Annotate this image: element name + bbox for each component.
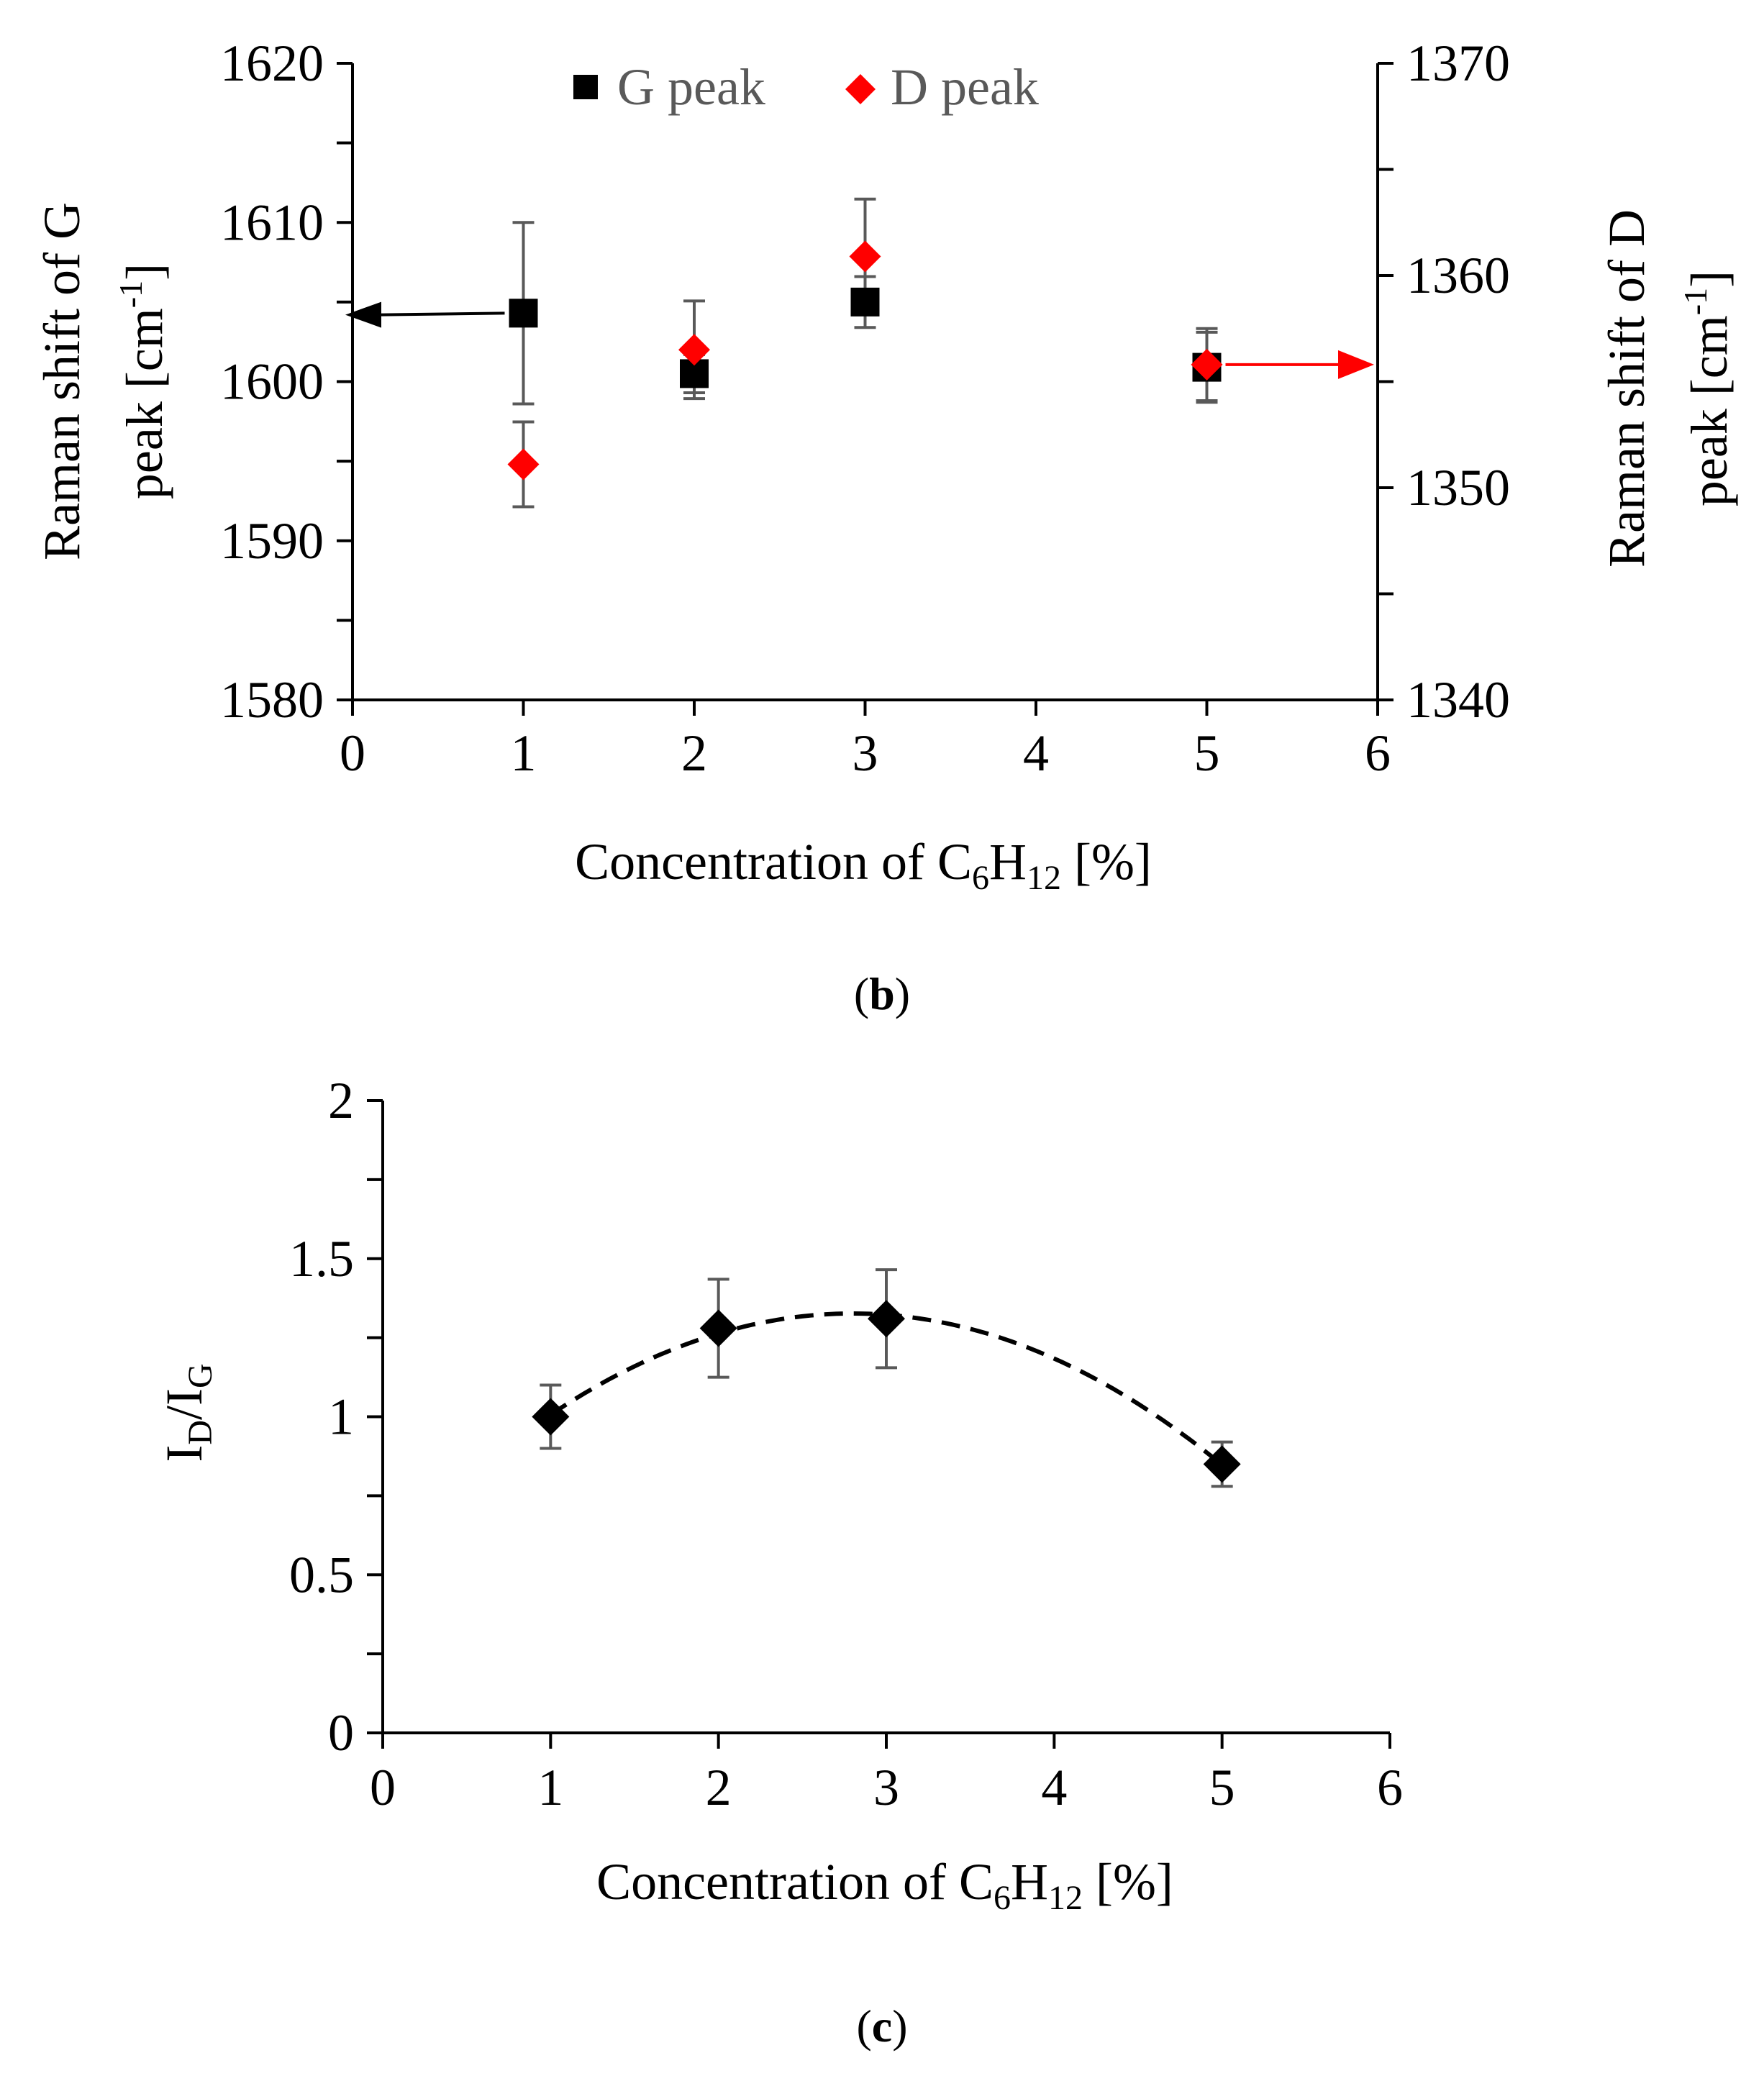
y-tick-label: 1 — [328, 1388, 354, 1446]
legend-d-peak-label: D peak — [891, 58, 1039, 116]
x-tick-label: 5 — [1194, 724, 1220, 782]
chart-b-tick-labels: 1580 1590 1600 1610 1620 1340 1350 1360 1370 0 1 2 3… — [220, 35, 1510, 782]
chart-c-x-axis-label: Concentration of C6H12 [%] — [596, 1853, 1173, 1917]
id-ig-point — [868, 1300, 905, 1338]
g-peak-point — [850, 287, 880, 317]
d-peak-point — [849, 240, 881, 273]
chart-b-caption: (b) — [853, 968, 911, 1019]
x-tick-label: 6 — [1377, 1759, 1403, 1816]
chart-c-caption-letter: c — [871, 2000, 893, 2052]
id-ig-point — [1203, 1445, 1241, 1483]
x-tick-label: 4 — [1041, 1759, 1067, 1816]
chart-b: 1580 1590 1600 1610 1620 1340 1350 1360 1370 0 1 2 3… — [33, 35, 1738, 897]
x-tick-label: 2 — [706, 1759, 732, 1816]
left-y-tick-label: 1610 — [220, 194, 324, 251]
right-y-label-line2: peak [cm-1] — [1677, 270, 1738, 506]
right-y-tick-label: 1370 — [1406, 35, 1510, 92]
chart-b-caption-letter: b — [869, 968, 895, 1019]
left-y-label-line1: Raman shift of G — [33, 202, 91, 560]
legend-g-peak-marker — [573, 75, 598, 99]
chart-b-right-y-axis-label: Raman shift of D peak [cm-1] — [1598, 209, 1738, 568]
legend-g-peak-label: G peak — [617, 58, 765, 116]
chart-c-caption: (c) — [856, 2000, 908, 2052]
chart-b-x-axis-label: Concentration of C6H12 [%] — [575, 833, 1152, 897]
d-peak-point — [507, 448, 540, 481]
right-y-tick-label: 1350 — [1406, 459, 1510, 516]
id-ig-point — [699, 1309, 737, 1347]
chart-b-axes — [337, 62, 1394, 716]
chart-c-axes — [367, 1099, 1391, 1749]
g-peak-point — [509, 299, 538, 328]
chart-c-tick-labels: 0 0.5 1 1.5 2 0 1 2 3 4 5 6 — [289, 1072, 1403, 1816]
d-peak-point — [678, 334, 710, 366]
x-tick-label: 2 — [681, 724, 707, 782]
y-tick-label: 1.5 — [289, 1230, 354, 1288]
right-y-tick-label: 1340 — [1406, 671, 1510, 729]
x-tick-label: 4 — [1023, 724, 1049, 782]
chart-b-axis-arrows — [345, 301, 1374, 379]
legend-d-peak-marker — [845, 74, 876, 104]
x-tick-label: 3 — [853, 724, 878, 782]
chart-b-data-points — [507, 240, 1223, 481]
x-tick-label: 1 — [511, 724, 537, 782]
x-tick-label: 0 — [370, 1759, 396, 1816]
x-tick-label: 3 — [873, 1759, 899, 1816]
chart-c: 0 0.5 1 1.5 2 0 1 2 3 4 5 6 Concentration of C6H12 … — [155, 1072, 1403, 1917]
x-tick-label: 6 — [1365, 724, 1391, 782]
id-ig-point — [532, 1398, 570, 1436]
left-y-tick-label: 1580 — [220, 671, 324, 729]
right-y-label-line1: Raman shift of D — [1598, 209, 1655, 568]
x-tick-label: 5 — [1209, 1759, 1235, 1816]
chart-c-data-points — [532, 1300, 1241, 1483]
d-peak-axis-arrow-head — [1338, 350, 1374, 379]
left-y-label-line2: peak [cm-1] — [112, 263, 173, 499]
y-tick-label: 0 — [328, 1704, 354, 1762]
right-y-tick-label: 1360 — [1406, 247, 1510, 304]
left-y-tick-label: 1590 — [220, 512, 324, 570]
y-tick-label: 2 — [328, 1072, 354, 1129]
d-peak-point — [1191, 348, 1223, 381]
chart-c-y-label-text: ID/IG — [155, 1363, 219, 1462]
x-tick-label: 1 — [537, 1759, 563, 1816]
g-peak-axis-arrow-head — [345, 301, 381, 328]
chart-b-left-y-axis-label: Raman shift of G peak [cm-1] — [33, 202, 173, 560]
g-peak-axis-arrow-line — [381, 311, 505, 317]
chart-c-y-axis-label: ID/IG — [155, 1363, 219, 1462]
chart-b-legend: G peak D peak — [573, 58, 1039, 116]
left-y-tick-label: 1620 — [220, 35, 324, 92]
y-tick-label: 0.5 — [289, 1546, 354, 1603]
x-tick-label: 0 — [340, 724, 365, 782]
left-y-tick-label: 1600 — [220, 353, 324, 411]
